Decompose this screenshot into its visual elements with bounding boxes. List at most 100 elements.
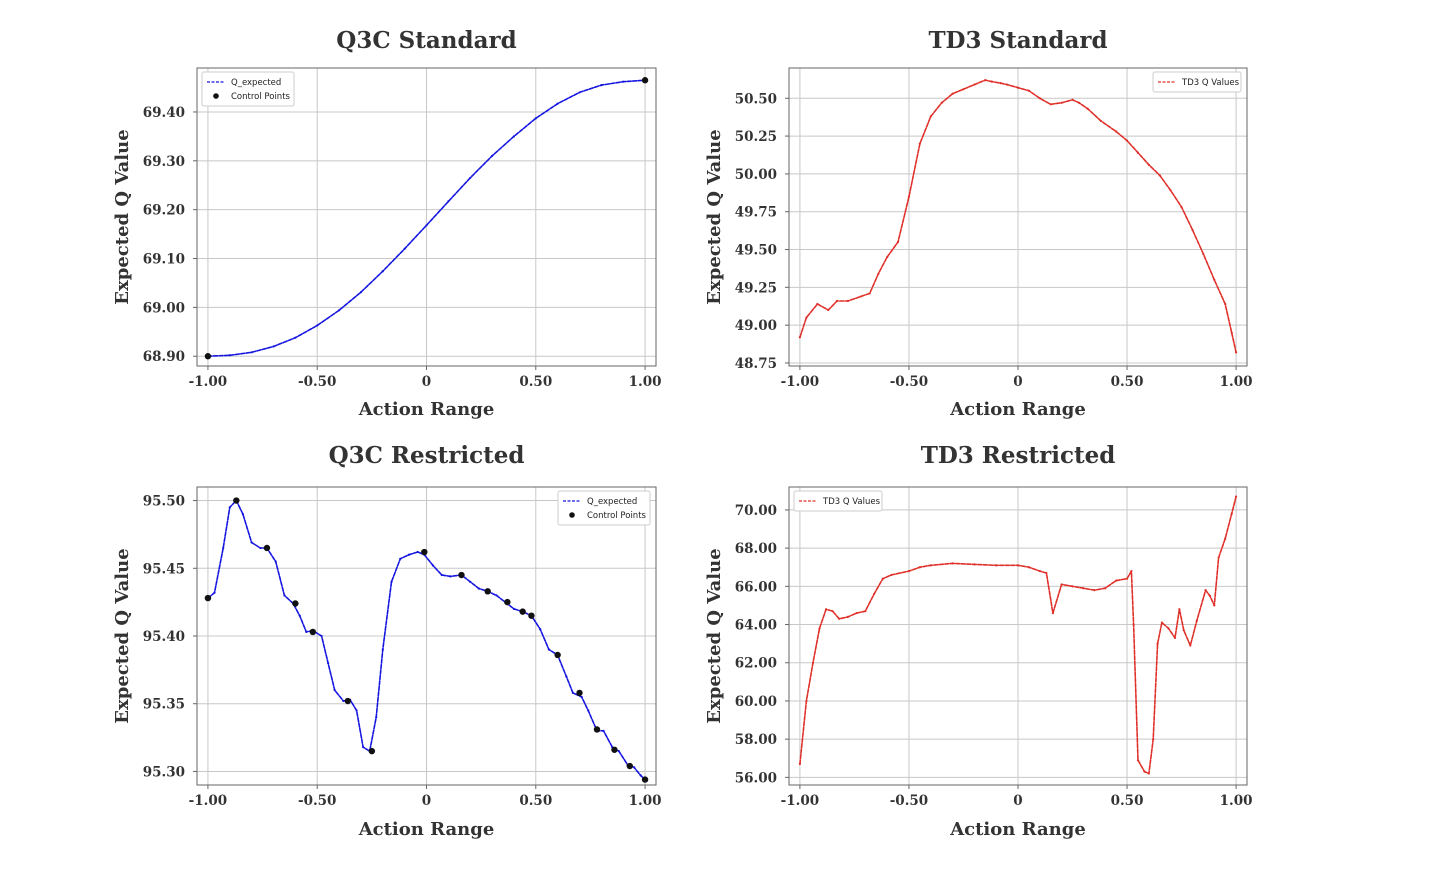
data-point [1182, 629, 1185, 632]
y-tick-label: 69.20 [143, 203, 185, 219]
series-line-td3-q-values [799, 79, 1237, 354]
y-tick-label: 95.50 [143, 494, 185, 510]
y-tick-label: 95.40 [143, 629, 185, 645]
y-tick-label: 58.00 [735, 732, 777, 748]
data-point [333, 689, 336, 692]
data-point [362, 745, 365, 749]
legend-label: Q_expected [587, 497, 637, 507]
x-tick-label: 1.00 [629, 793, 662, 809]
data-point [1204, 589, 1207, 592]
data-point [490, 154, 494, 158]
data-point [1082, 587, 1085, 590]
data-point [827, 308, 830, 312]
control-point [458, 571, 465, 579]
legend: Q_expected Control Points [201, 71, 295, 107]
chart-panel-4: TD3 Restricted -1.00 -0.50 0 0.50 1.00 56.00 58… [704, 442, 1253, 840]
data-point [824, 608, 828, 611]
data-point [907, 569, 911, 573]
data-point [1224, 537, 1227, 540]
x-axis-label: Action Range [358, 819, 495, 840]
data-point [929, 115, 932, 118]
y-tick-label: 64.00 [735, 618, 777, 634]
data-point [855, 611, 858, 615]
control-point [641, 776, 649, 783]
y-tick-label: 49.00 [735, 318, 777, 334]
data-point [1167, 627, 1170, 630]
x-tick-label: 0.50 [1111, 793, 1144, 809]
legend-label: Control Points [231, 92, 291, 102]
data-point [831, 610, 834, 613]
data-point [1125, 139, 1129, 142]
control-point [611, 746, 618, 753]
data-point [639, 774, 642, 777]
control-point [204, 353, 212, 360]
legend: TD3 Q Values [793, 490, 883, 512]
data-point [1147, 772, 1150, 775]
data-point [1099, 119, 1102, 123]
data-point [838, 617, 841, 620]
y-tick-label: 49.75 [735, 205, 777, 221]
y-tick-label: 56.00 [735, 770, 777, 786]
y-tick-label: 95.35 [143, 697, 185, 713]
grid [197, 68, 656, 366]
data-point [951, 562, 954, 565]
data-point [886, 255, 889, 259]
data-point [1060, 583, 1063, 586]
chart-title: TD3 Standard [928, 27, 1107, 54]
data-point [1045, 571, 1048, 575]
y-tick-label: 68.90 [143, 349, 185, 365]
data-point [805, 316, 808, 319]
data-point [1130, 569, 1133, 573]
data-point [305, 630, 308, 634]
data-point [600, 83, 603, 87]
data-point [617, 750, 620, 753]
data-point [602, 729, 605, 732]
data-point [565, 675, 568, 678]
data-point [337, 309, 341, 312]
y-tick-label: 68.00 [735, 541, 777, 557]
data-point [298, 614, 301, 617]
x-tick-label: -1.00 [781, 793, 819, 809]
control-point [519, 608, 526, 615]
data-point [962, 88, 965, 91]
data-point [818, 627, 821, 630]
legend-label: TD3 Q Values [822, 497, 881, 507]
data-point [1051, 611, 1054, 615]
control-point [554, 651, 561, 659]
data-point [403, 247, 406, 250]
y-tick-label: 70.00 [735, 503, 777, 519]
data-point [835, 299, 839, 303]
data-point [1195, 619, 1198, 622]
legend-label: TD3 Q Values [1181, 78, 1240, 88]
control-point [204, 594, 212, 602]
data-point [512, 135, 516, 138]
grid [789, 68, 1247, 366]
y-tick-label: 95.45 [143, 561, 185, 577]
data-point [1156, 642, 1159, 645]
data-point [872, 592, 876, 596]
data-point [1049, 103, 1052, 106]
data-point [940, 101, 943, 104]
y-tick-label: 62.00 [735, 656, 777, 672]
y-tick-label: 69.40 [143, 105, 185, 121]
data-point [477, 587, 481, 590]
data-point [355, 709, 358, 712]
control-point [421, 548, 428, 556]
y-tick-label: 69.10 [143, 252, 185, 268]
data-point [578, 91, 581, 94]
x-tick-label: -1.00 [781, 374, 819, 390]
legend-box [201, 71, 295, 107]
control-point [641, 77, 649, 84]
chart-title: Q3C Standard [336, 27, 516, 54]
legend-box [793, 490, 883, 512]
data-point [816, 302, 819, 306]
data-point [1115, 579, 1118, 582]
data-point [294, 336, 297, 339]
y-tick-label: 50.25 [735, 129, 777, 145]
data-point [571, 691, 575, 694]
data-point [907, 195, 911, 198]
data-point [1208, 594, 1212, 597]
control-point [309, 628, 317, 636]
data-point [416, 550, 419, 554]
data-point [995, 564, 998, 567]
